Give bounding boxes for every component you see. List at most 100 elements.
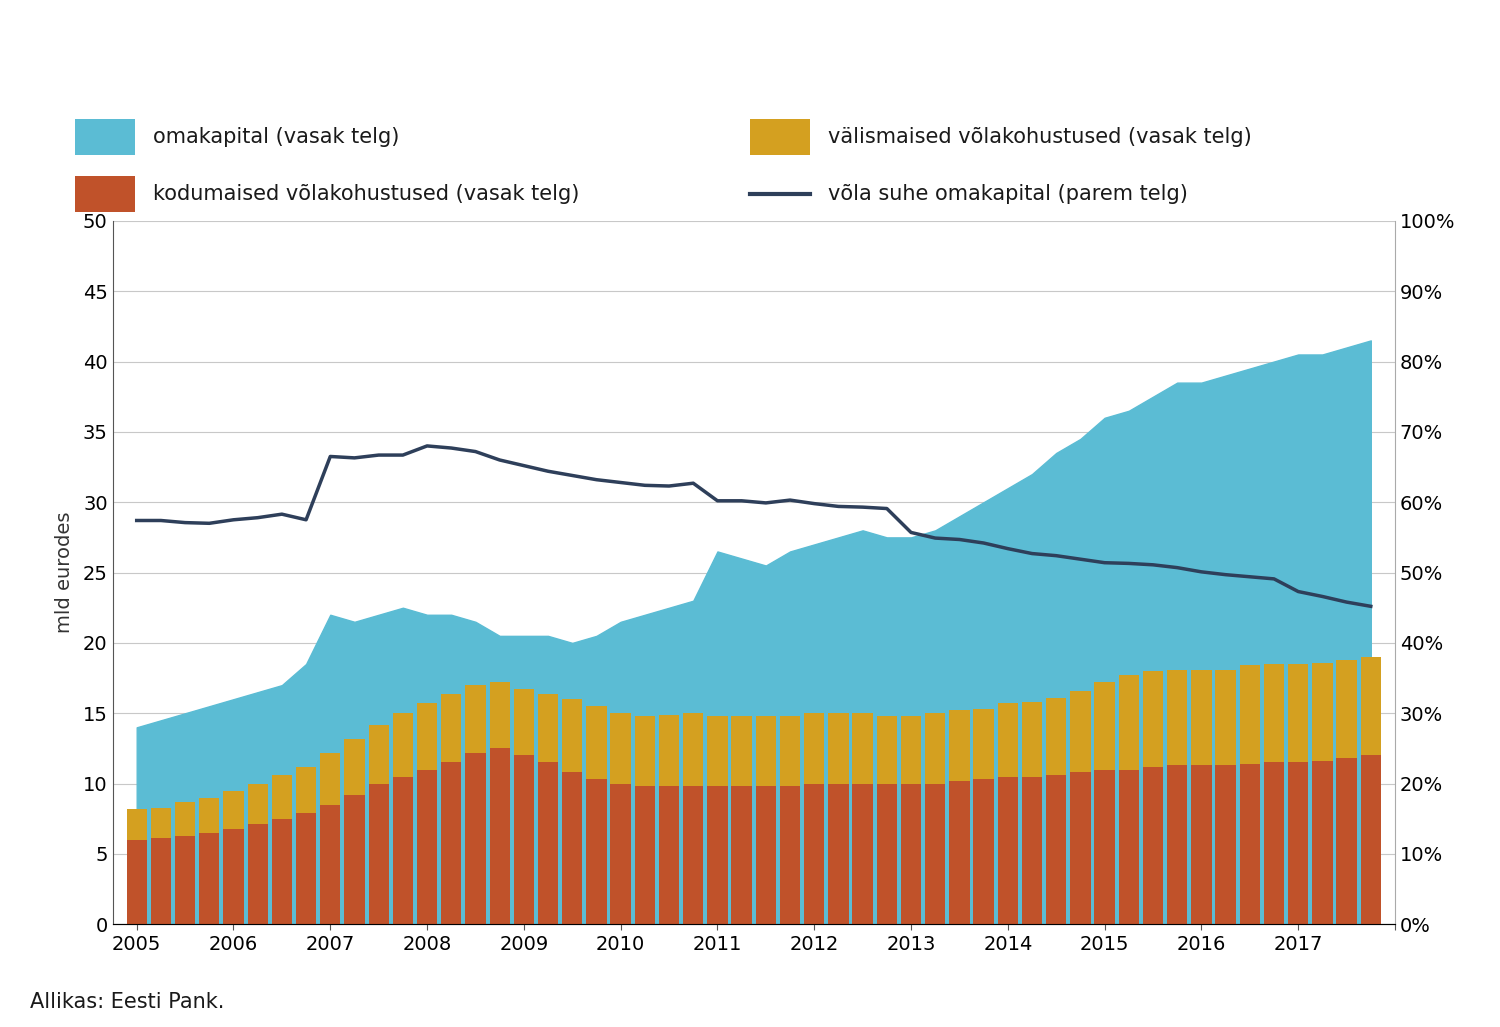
Bar <box>1046 775 1066 924</box>
Bar <box>708 787 728 924</box>
Bar <box>634 787 656 924</box>
Bar <box>345 795 364 924</box>
Text: kodumaised võlakohustused (vasak telg): kodumaised võlakohustused (vasak telg) <box>153 184 579 204</box>
Bar <box>513 756 534 924</box>
Bar <box>126 840 147 924</box>
Bar <box>369 784 388 924</box>
Bar <box>296 767 316 813</box>
Bar <box>998 776 1018 924</box>
Bar <box>538 762 558 924</box>
Bar <box>1288 664 1308 762</box>
Bar <box>1167 670 1188 765</box>
Bar <box>75 119 135 155</box>
Bar <box>586 779 606 924</box>
Bar <box>393 776 412 924</box>
Bar <box>248 784 268 825</box>
Y-axis label: mld eurodes: mld eurodes <box>56 511 75 634</box>
Bar <box>950 711 969 781</box>
Bar <box>1312 761 1332 924</box>
Bar <box>1071 772 1090 924</box>
Bar <box>658 715 680 787</box>
Bar <box>1095 682 1114 769</box>
Text: välismaised võlakohustused (vasak telg): välismaised võlakohustused (vasak telg) <box>828 127 1251 147</box>
Bar <box>248 825 268 924</box>
Bar <box>1191 670 1212 765</box>
Bar <box>998 703 1018 776</box>
Bar <box>176 802 195 836</box>
Text: Joonis 2. Ettevõtete võlakohustused ja omakapital: Joonis 2. Ettevõtete võlakohustused ja o… <box>20 40 927 72</box>
Bar <box>320 805 340 924</box>
Bar <box>200 798 219 833</box>
Bar <box>538 693 558 762</box>
Bar <box>1336 758 1358 924</box>
Text: võla suhe omakapital (parem telg): võla suhe omakapital (parem telg) <box>828 184 1188 204</box>
Bar <box>1119 676 1138 769</box>
Bar <box>610 713 632 784</box>
Bar <box>902 784 921 924</box>
Bar <box>926 713 945 784</box>
Bar <box>828 713 849 784</box>
Bar <box>1312 662 1332 761</box>
Bar <box>489 682 510 749</box>
Bar <box>780 716 800 787</box>
Bar <box>756 787 776 924</box>
Bar <box>804 784 825 924</box>
Bar <box>682 713 703 787</box>
Bar <box>586 707 606 779</box>
Bar <box>1119 769 1138 924</box>
Bar <box>345 738 364 795</box>
Bar <box>610 784 632 924</box>
Bar <box>756 716 776 787</box>
Bar <box>1336 659 1358 758</box>
Bar <box>950 781 969 924</box>
Bar <box>1360 756 1382 924</box>
Bar <box>417 769 436 924</box>
Bar <box>682 787 703 924</box>
Bar <box>1022 702 1042 776</box>
Bar <box>562 772 582 924</box>
Bar <box>224 829 243 924</box>
Bar <box>1288 762 1308 924</box>
Bar <box>1071 691 1090 772</box>
Bar <box>876 784 897 924</box>
Bar <box>126 809 147 840</box>
Bar <box>852 784 873 924</box>
Bar <box>513 689 534 756</box>
Bar <box>1264 762 1284 924</box>
Bar <box>176 836 195 924</box>
Bar <box>272 819 292 924</box>
Bar <box>150 807 171 838</box>
Bar <box>393 713 412 776</box>
Bar <box>852 713 873 784</box>
Bar <box>708 716 728 787</box>
Bar <box>562 699 582 772</box>
Bar <box>75 176 135 213</box>
Bar <box>441 762 462 924</box>
Bar <box>1167 765 1188 924</box>
Bar <box>1215 670 1236 765</box>
Bar <box>1191 765 1212 924</box>
Bar <box>750 119 810 155</box>
Bar <box>732 716 752 787</box>
Bar <box>658 787 680 924</box>
Bar <box>1239 665 1260 764</box>
Bar <box>1046 697 1066 775</box>
Bar <box>320 753 340 805</box>
Bar <box>876 716 897 784</box>
Bar <box>489 749 510 924</box>
Bar <box>296 813 316 924</box>
Bar <box>1022 776 1042 924</box>
Bar <box>465 685 486 753</box>
Bar <box>417 703 436 769</box>
Bar <box>1264 664 1284 762</box>
Text: omakapital (vasak telg): omakapital (vasak telg) <box>153 127 399 147</box>
Bar <box>1215 765 1236 924</box>
Bar <box>150 838 171 924</box>
Bar <box>272 775 292 819</box>
Bar <box>1143 767 1162 924</box>
Bar <box>441 693 462 762</box>
Bar <box>926 784 945 924</box>
Bar <box>902 716 921 784</box>
Bar <box>465 753 486 924</box>
Bar <box>780 787 800 924</box>
